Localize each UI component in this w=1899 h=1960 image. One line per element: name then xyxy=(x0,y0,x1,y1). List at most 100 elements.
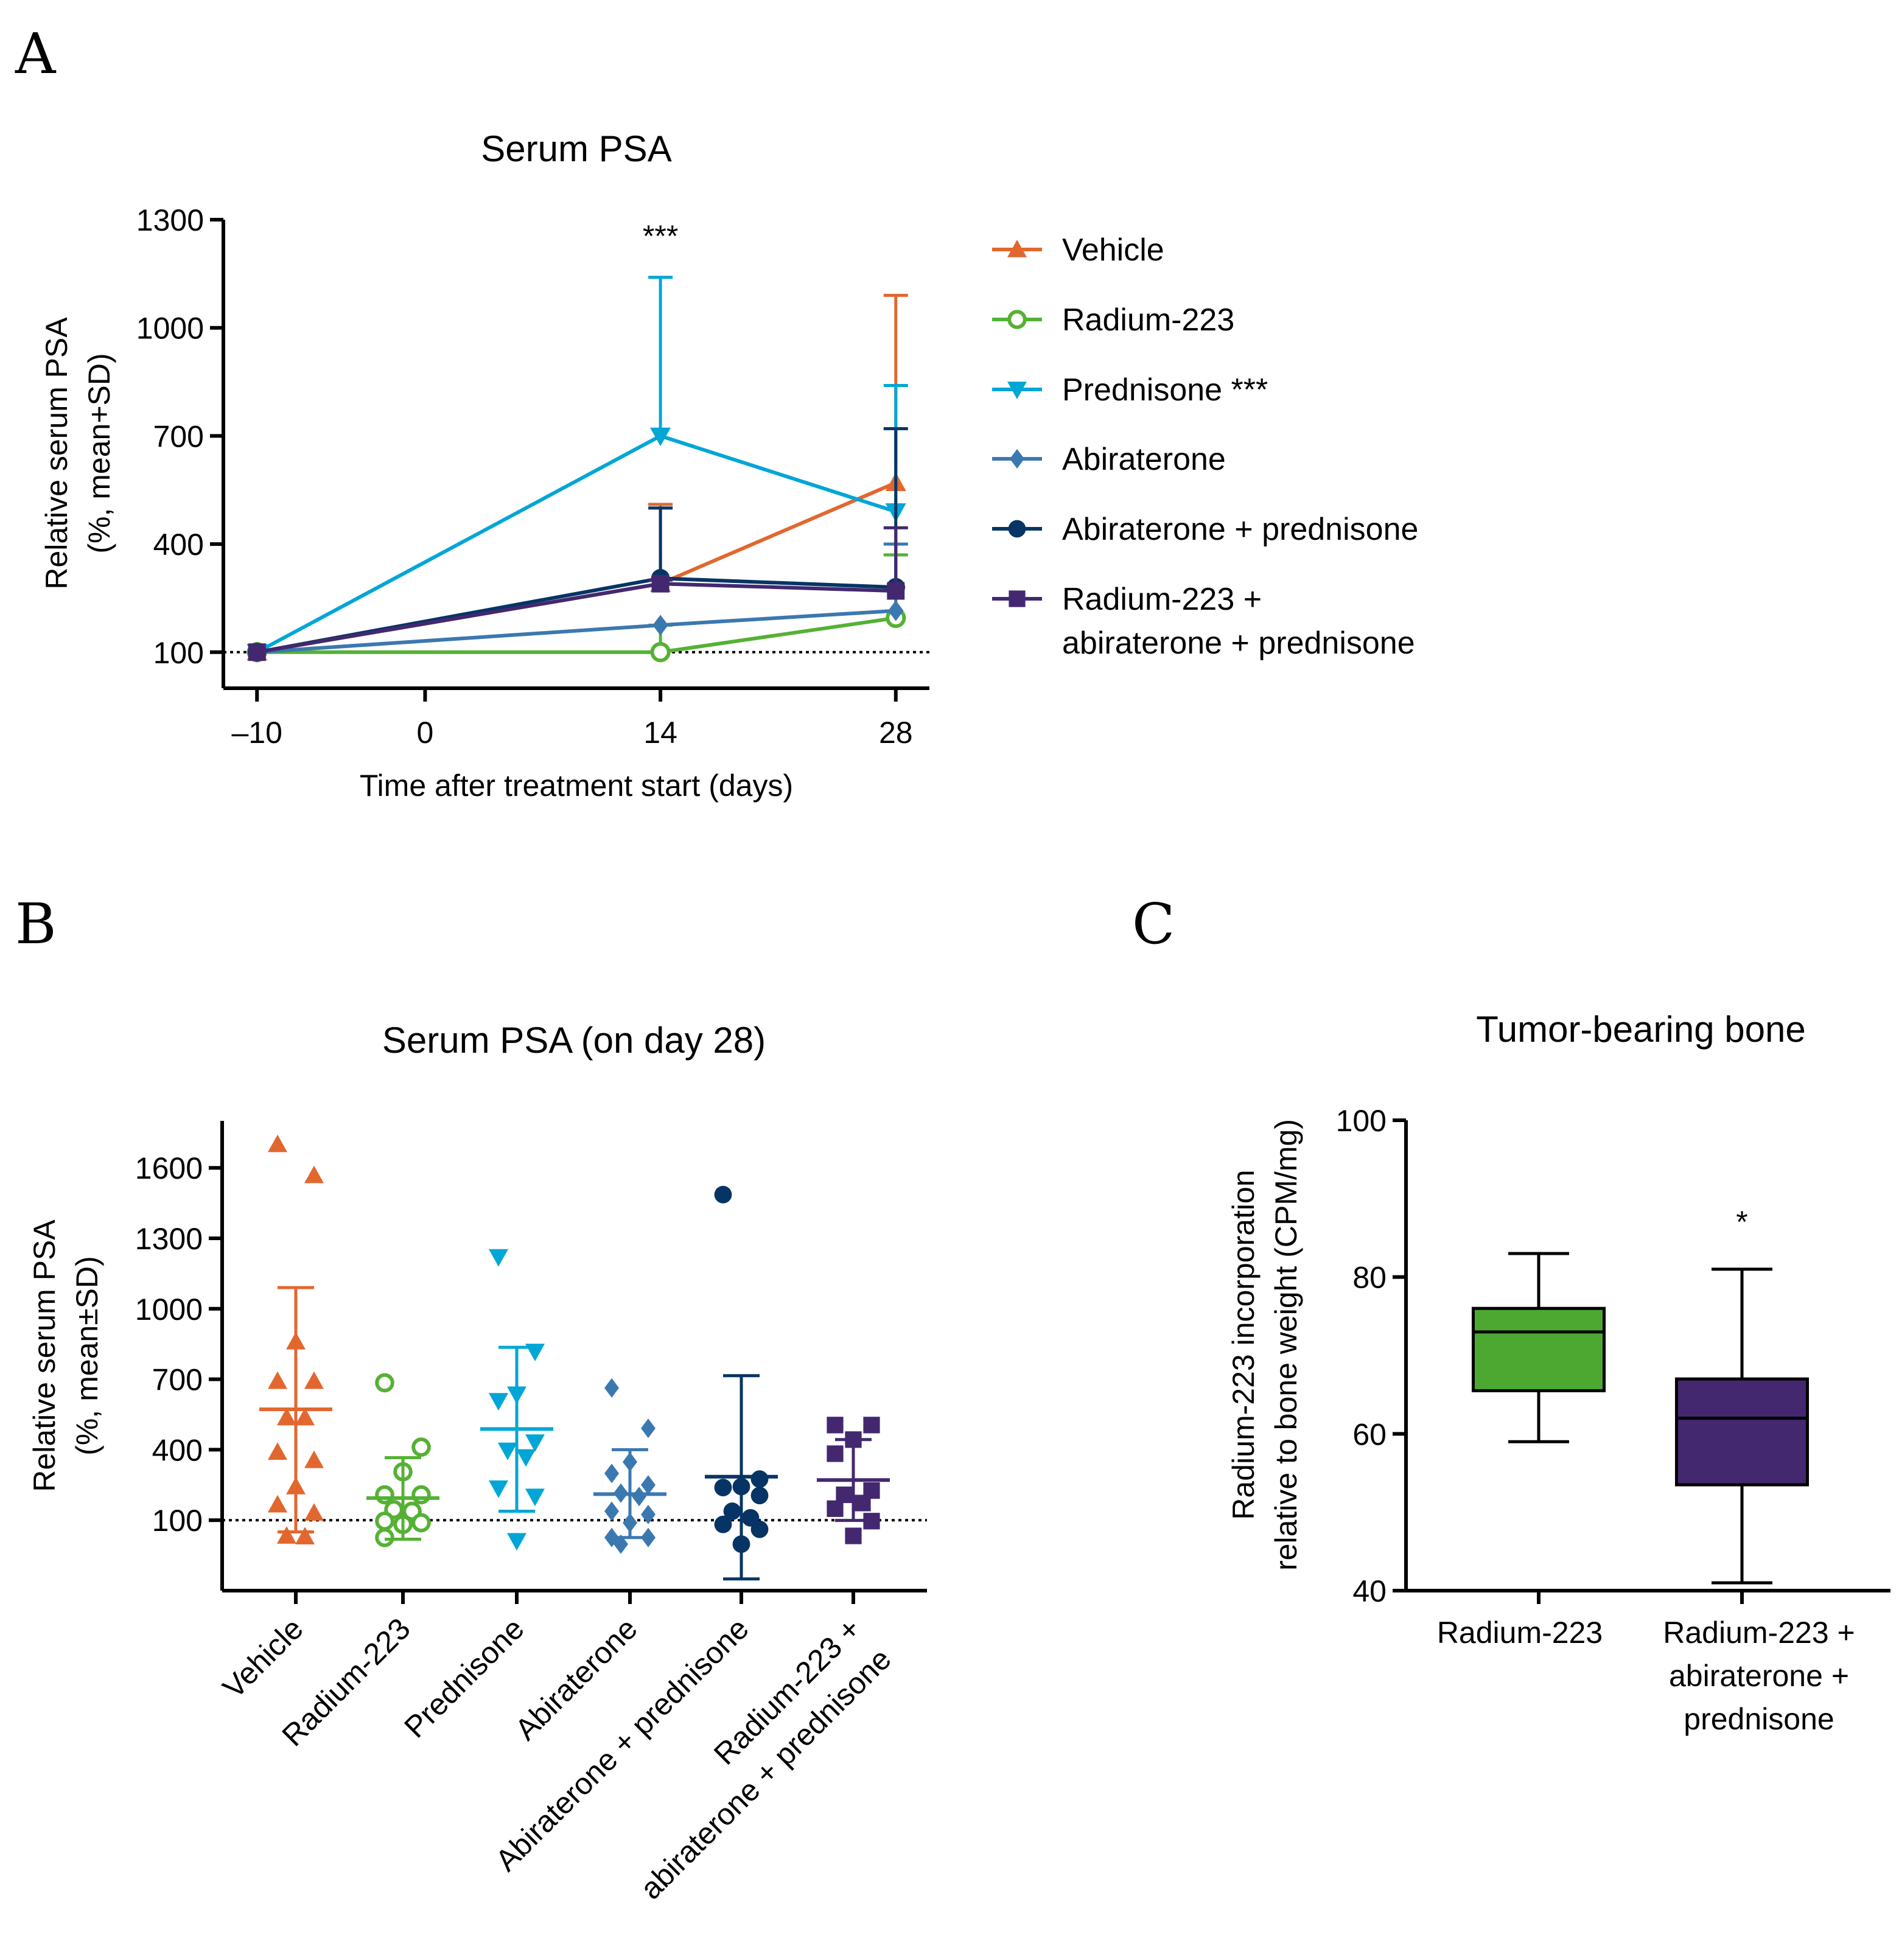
chart-title: Serum PSA (on day 28) xyxy=(382,1020,766,1061)
y-tick-label: 60 xyxy=(1352,1417,1387,1451)
data-point xyxy=(295,1407,315,1426)
y-tick-label: 1000 xyxy=(135,1292,203,1327)
y-axis-label: Relative serum PSA xyxy=(27,1219,61,1492)
legend-label: Vehicle xyxy=(1062,232,1164,268)
data-point xyxy=(375,1373,394,1393)
chart-title: Tumor-bearing bone xyxy=(1476,1009,1805,1050)
y-tick-label: 400 xyxy=(152,1433,203,1467)
data-point xyxy=(836,1486,853,1504)
data-point xyxy=(304,1503,324,1521)
panel-label-b: B xyxy=(15,891,57,957)
y-tick-label: 40 xyxy=(1352,1574,1387,1608)
data-point xyxy=(650,427,671,447)
data-point xyxy=(827,1417,844,1434)
y-tick-label: 700 xyxy=(152,1363,203,1397)
data-point xyxy=(489,1249,508,1267)
data-point xyxy=(498,1442,517,1460)
y-tick-label: 1300 xyxy=(136,203,204,237)
legend-label: Abiraterone + prednisone xyxy=(1062,512,1418,547)
data-point xyxy=(652,615,668,636)
chart-a-serum-psa-timecourse: Serum PSA 100 400 700 1000 1300 –10 0 14 28 Time a… xyxy=(40,128,1418,803)
x-tick-label: 14 xyxy=(643,716,677,750)
data-point xyxy=(489,1393,508,1411)
data-point xyxy=(750,1470,769,1488)
x-tick-label: –10 xyxy=(232,716,282,750)
data-point xyxy=(375,1485,394,1505)
legend-label: Radium-223 xyxy=(1062,302,1234,338)
y-axis-label: Relative serum PSA xyxy=(40,317,74,590)
data-point xyxy=(375,1511,394,1531)
data-point xyxy=(411,1437,431,1457)
data-point xyxy=(750,1520,769,1538)
data-point xyxy=(650,642,671,663)
group-4 xyxy=(705,1185,778,1581)
series-line xyxy=(256,434,897,654)
legend-label: abiraterone + prednisone xyxy=(1062,626,1415,661)
y-tick-label: 700 xyxy=(153,419,204,453)
data-point xyxy=(516,1449,536,1467)
data-point xyxy=(641,1504,656,1524)
data-point xyxy=(888,600,904,621)
data-point xyxy=(248,643,266,661)
y-axis-label: (%, mean±SD) xyxy=(70,1256,104,1456)
series-abiraterone-prednisone xyxy=(247,427,908,662)
data-point xyxy=(723,1502,741,1520)
data-point xyxy=(887,582,905,600)
significance-label: *** xyxy=(643,219,678,253)
data-point xyxy=(827,1445,844,1462)
group-1 xyxy=(366,1373,439,1547)
data-point xyxy=(304,1371,324,1389)
data-point xyxy=(295,1527,315,1545)
group-5 xyxy=(817,1417,890,1544)
x-tick-label: 28 xyxy=(879,716,913,750)
series-line xyxy=(256,481,897,654)
group-0 xyxy=(259,1134,332,1545)
data-point xyxy=(489,1480,508,1498)
legend-marker xyxy=(1010,449,1024,469)
panel-label-c: C xyxy=(1132,891,1175,957)
x-tick-label: prednisone xyxy=(1684,1702,1834,1736)
x-tick-label: 0 xyxy=(417,716,434,750)
data-point xyxy=(277,1526,296,1544)
data-point xyxy=(604,1501,619,1521)
data-point xyxy=(614,1534,628,1554)
y-tick-label: 100 xyxy=(1336,1104,1387,1138)
y-axis-label: Radium-223 incorporation xyxy=(1226,1170,1261,1519)
data-point xyxy=(854,1494,871,1512)
chart-title: Serum PSA xyxy=(481,128,671,169)
y-tick-label: 100 xyxy=(152,1504,203,1538)
series-radium-223-abiraterone-prednisone xyxy=(248,526,908,661)
y-tick-label: 1600 xyxy=(135,1151,203,1185)
y-tick-label: 80 xyxy=(1352,1261,1387,1295)
data-point xyxy=(268,1494,287,1513)
legend-marker xyxy=(1009,590,1026,607)
chart-c-tumor-bearing-bone: Tumor-bearing bone 40 60 80 100 Radium-223 in… xyxy=(1226,1009,1890,1736)
data-point xyxy=(268,1134,287,1153)
x-tick-label: Vehicle xyxy=(216,1611,310,1705)
data-point xyxy=(714,1479,732,1496)
data-point xyxy=(411,1513,431,1533)
x-tick-label: abiraterone + xyxy=(1669,1659,1849,1693)
legend-marker xyxy=(1007,382,1027,399)
legend-marker xyxy=(1008,520,1026,538)
legend-label: Prednisone *** xyxy=(1062,372,1268,408)
group-2 xyxy=(480,1249,553,1551)
data-point xyxy=(268,1371,287,1389)
y-tick-label: 1000 xyxy=(136,312,204,346)
box-1 xyxy=(1675,1268,1809,1585)
data-point xyxy=(863,1417,880,1434)
data-point xyxy=(651,574,670,593)
data-point xyxy=(714,1515,732,1533)
data-point xyxy=(714,1185,732,1204)
legend-marker xyxy=(1007,310,1027,329)
data-point xyxy=(268,1442,287,1460)
y-axis-label: relative to bone weight (CPM/mg) xyxy=(1269,1119,1303,1571)
data-point xyxy=(525,1434,545,1453)
box xyxy=(1675,1377,1809,1487)
data-point xyxy=(827,1500,844,1517)
x-tick-label: Radium-223 xyxy=(1437,1616,1603,1650)
data-point xyxy=(375,1527,394,1547)
series-prednisone- xyxy=(247,276,908,663)
chart-b-serum-psa-day28: Serum PSA (on day 28) 100 400 700 1000 1300 16… xyxy=(27,1020,927,1906)
x-tick-label: Radium-223 + xyxy=(1663,1616,1855,1650)
